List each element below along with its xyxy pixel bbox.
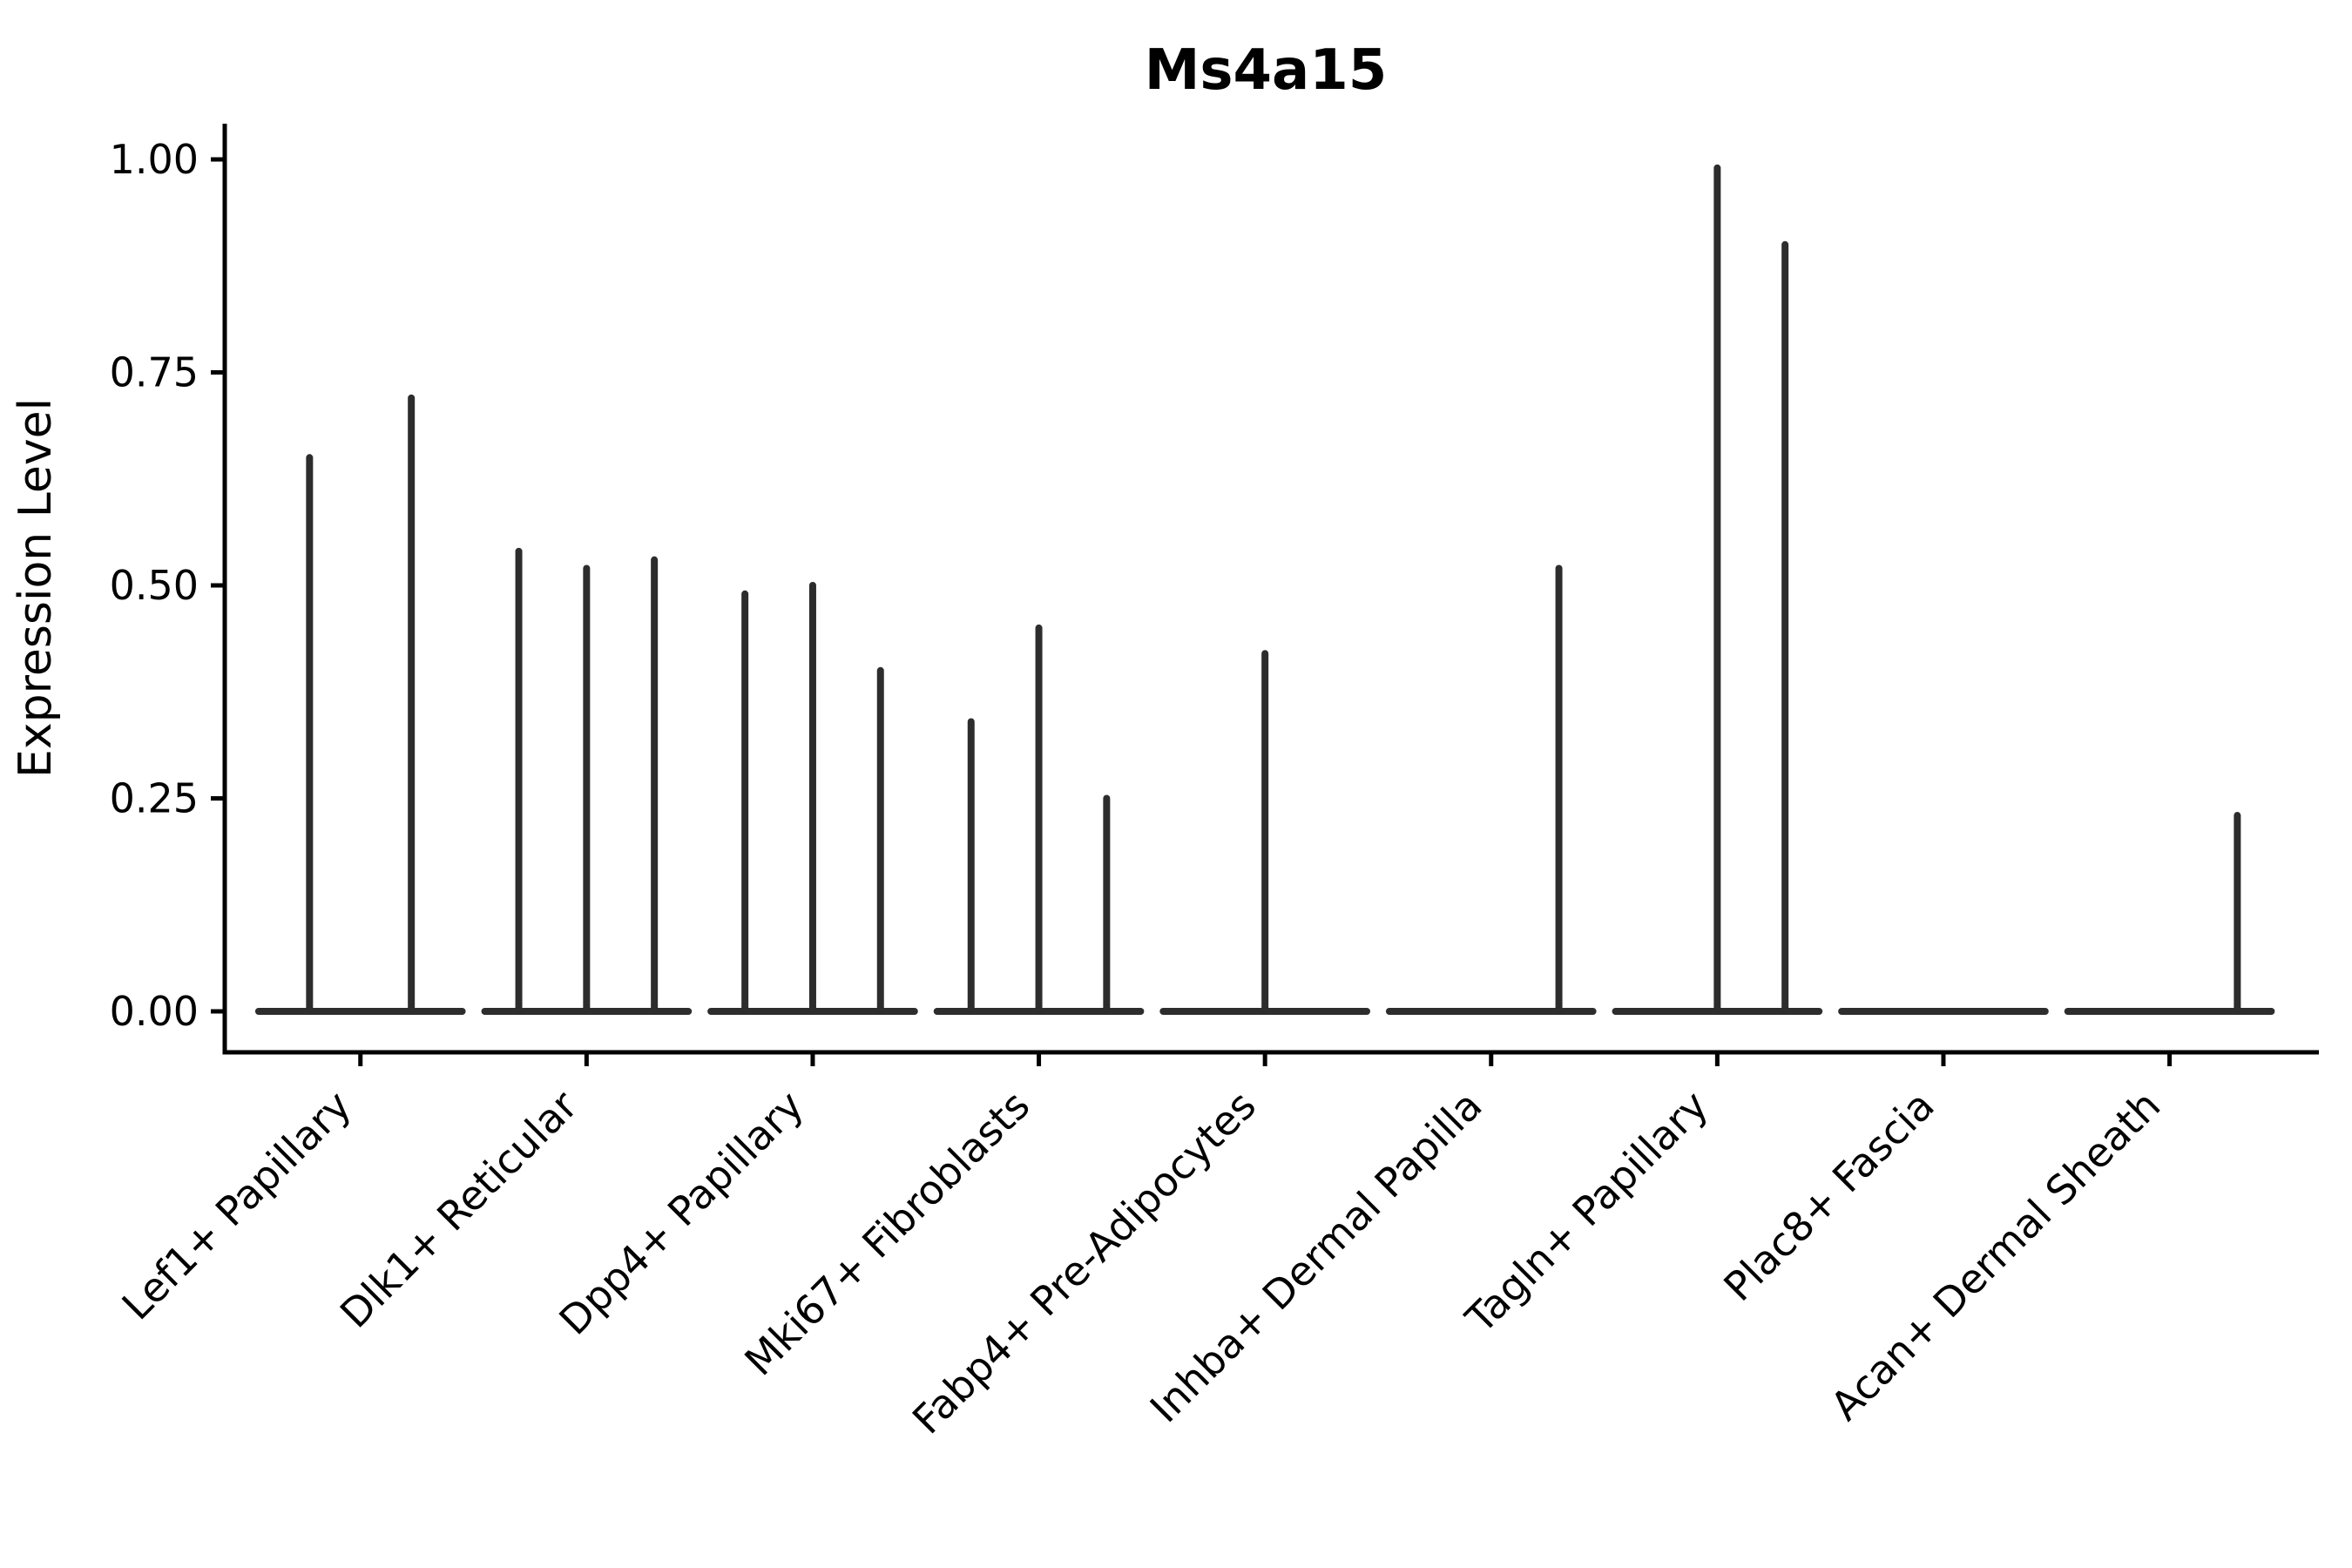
- y-axis-label: Expression Level: [10, 398, 62, 778]
- y-tick-label: 1.00: [110, 136, 199, 183]
- y-tick-label: 0.00: [110, 988, 199, 1035]
- y-tick-label: 0.50: [110, 562, 199, 609]
- x-tick-label: Dlk1+ Reticular: [331, 1082, 586, 1337]
- x-tick-label: Lef1+ Papillary: [113, 1082, 361, 1329]
- x-tick-label: Plac8+ Fascia: [1714, 1082, 1943, 1310]
- chart-title: Ms4a15: [1145, 38, 1388, 103]
- x-tick-label: Tagln+ Papillary: [1456, 1082, 1718, 1343]
- y-tick-label: 0.25: [110, 775, 199, 822]
- y-tick-label: 0.75: [110, 349, 199, 396]
- plot-area: 0.00 0.25 0.50 0.75 1.00 Lef1+ PapillaryDlk1+…: [110, 124, 2319, 1443]
- x-tick-label: Dpp4+ Papillary: [551, 1082, 813, 1344]
